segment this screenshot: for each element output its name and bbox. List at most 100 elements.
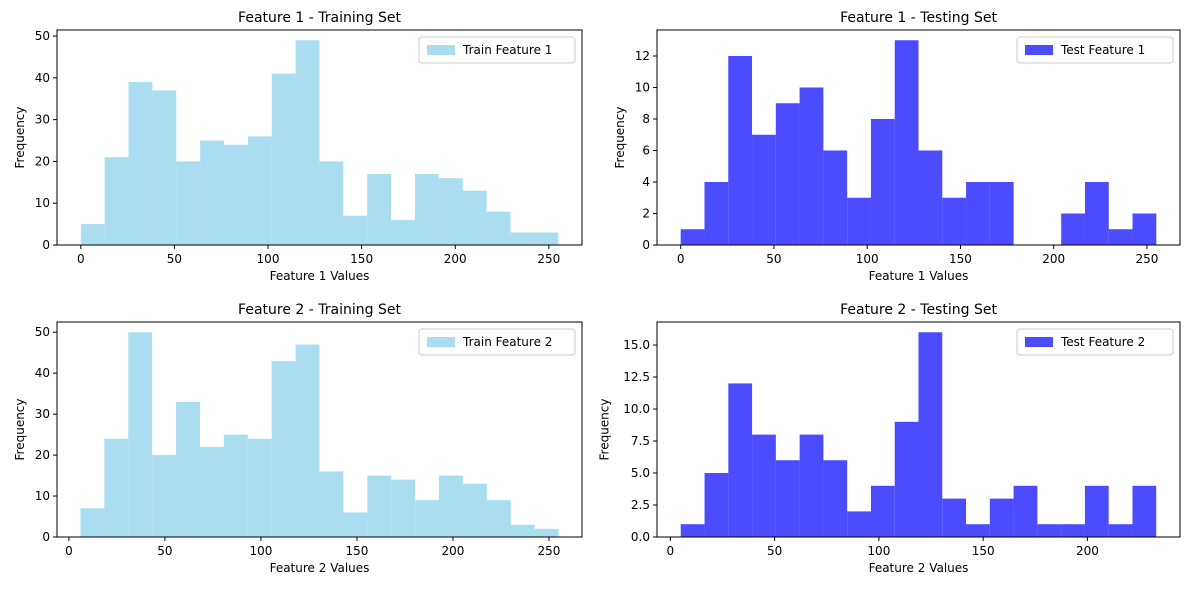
y-tick-label: 8 xyxy=(642,112,650,126)
histogram-bar xyxy=(224,144,248,245)
y-tick-label: 30 xyxy=(35,113,50,127)
histogram-bar xyxy=(680,524,705,537)
y-tick-label: 30 xyxy=(35,407,50,421)
histogram-bar xyxy=(1108,229,1133,245)
histogram-bar xyxy=(295,40,320,245)
legend-swatch xyxy=(427,337,455,347)
histogram-bar xyxy=(462,190,487,245)
histogram-bar xyxy=(870,118,895,245)
histogram-bar xyxy=(104,438,129,537)
histogram-bar xyxy=(486,500,511,537)
histogram-bar xyxy=(319,161,344,245)
x-tick-label: 150 xyxy=(345,544,368,558)
y-tick-label: 10 xyxy=(35,489,50,503)
y-tick-label: 0.0 xyxy=(631,530,650,544)
histogram-bar xyxy=(247,136,272,245)
x-axis-label: Feature 2 Values xyxy=(869,561,969,575)
x-tick-label: 200 xyxy=(1076,544,1099,558)
histogram-bar xyxy=(894,40,919,245)
histogram-bar xyxy=(1132,213,1157,245)
y-tick-label: 0 xyxy=(642,238,650,252)
histogram-bar xyxy=(799,434,824,537)
x-tick-label: 250 xyxy=(537,252,560,266)
histogram-bar xyxy=(918,150,943,245)
histogram-bar xyxy=(942,498,967,537)
y-tick-label: 12 xyxy=(635,49,650,63)
histogram-bar xyxy=(752,134,776,245)
y-tick-label: 10.0 xyxy=(623,402,650,416)
histogram-bar xyxy=(271,73,296,245)
y-tick-label: 12.5 xyxy=(623,370,650,384)
histogram-bar xyxy=(80,508,105,537)
subplot-2: 0 50 100 150 200 250 0 2 4 6 8 10 12 Feature 1 - Test… xyxy=(613,10,1181,283)
histogram-bar xyxy=(1061,524,1085,537)
y-axis-label: Frequency xyxy=(13,399,27,461)
histogram-bar xyxy=(775,460,800,537)
y-tick-label: 2.5 xyxy=(631,498,650,512)
y-axis-label: Frequency xyxy=(613,107,627,169)
histogram-bar xyxy=(510,524,535,537)
histogram-bar xyxy=(486,211,511,245)
histogram-bar xyxy=(128,82,153,245)
subplot-1: 0 50 100 150 200 250 0 10 20 30 40 50 Feature 1 - Tr… xyxy=(13,10,583,283)
histogram-bar xyxy=(200,140,225,245)
histogram-bar xyxy=(918,332,943,537)
histogram-bar xyxy=(752,434,776,537)
y-tick-label: 20 xyxy=(35,154,50,168)
histogram-bar xyxy=(894,421,919,537)
legend-box xyxy=(1016,36,1174,64)
histogram-bar xyxy=(391,219,415,245)
histogram-bar xyxy=(343,215,368,245)
x-axis-label: Feature 1 Values xyxy=(270,269,370,283)
legend-label: Test Feature 1 xyxy=(1060,43,1145,57)
subplot-title: Feature 2 - Training Set xyxy=(238,302,401,318)
legend-label: Train Feature 2 xyxy=(462,335,552,349)
y-tick-label: 20 xyxy=(35,448,50,462)
histogram-bar xyxy=(728,55,753,245)
histogram-bar xyxy=(942,197,967,245)
subplot-3: 0 50 100 150 200 250 0 10 20 30 40 50 Feature 2 - Tr… xyxy=(13,302,583,575)
x-tick-label: 200 xyxy=(1042,252,1065,266)
subplot-title: Feature 1 - Training Set xyxy=(238,10,401,26)
y-tick-label: 10 xyxy=(635,80,650,94)
x-axis-label: Feature 1 Values xyxy=(869,269,969,283)
y-tick-label: 6 xyxy=(642,143,650,157)
histogram-bar xyxy=(847,511,871,537)
histogram-bar xyxy=(680,229,705,245)
y-tick-label: 40 xyxy=(35,71,50,85)
histogram-bar xyxy=(1013,485,1038,537)
histogram-bar xyxy=(271,360,296,537)
histogram-bar xyxy=(391,479,416,537)
histogram-bar xyxy=(414,173,439,245)
x-tick-label: 50 xyxy=(157,544,172,558)
y-tick-label: 40 xyxy=(35,366,50,380)
histogram-bar xyxy=(295,344,320,537)
y-tick-label: 4 xyxy=(642,175,650,189)
x-tick-label: 200 xyxy=(444,252,467,266)
histogram-bar xyxy=(989,498,1014,537)
x-tick-label: 0 xyxy=(667,544,675,558)
histogram-bar xyxy=(966,181,990,245)
histogram-bar xyxy=(176,401,200,537)
histogram-bar xyxy=(534,528,559,537)
y-tick-label: 15.0 xyxy=(623,338,650,352)
legend-swatch xyxy=(1025,337,1053,347)
x-tick-label: 0 xyxy=(65,544,73,558)
histogram-bar xyxy=(1084,485,1109,537)
histogram-bar xyxy=(415,500,440,537)
histogram-bar xyxy=(989,181,1014,245)
histogram-bar xyxy=(247,438,272,537)
legend-box xyxy=(418,328,576,356)
x-tick-label: 50 xyxy=(766,252,781,266)
x-tick-label: 100 xyxy=(257,252,280,266)
x-axis-label: Feature 2 Values xyxy=(270,561,370,575)
histogram-bar xyxy=(438,178,463,245)
y-tick-label: 50 xyxy=(35,29,50,43)
legend-box xyxy=(1016,328,1174,356)
y-tick-label: 5.0 xyxy=(631,466,650,480)
axes-frame xyxy=(56,321,583,538)
subplot-title: Feature 2 - Testing Set xyxy=(840,302,997,318)
histogram-bar xyxy=(847,197,871,245)
x-tick-label: 150 xyxy=(972,544,995,558)
